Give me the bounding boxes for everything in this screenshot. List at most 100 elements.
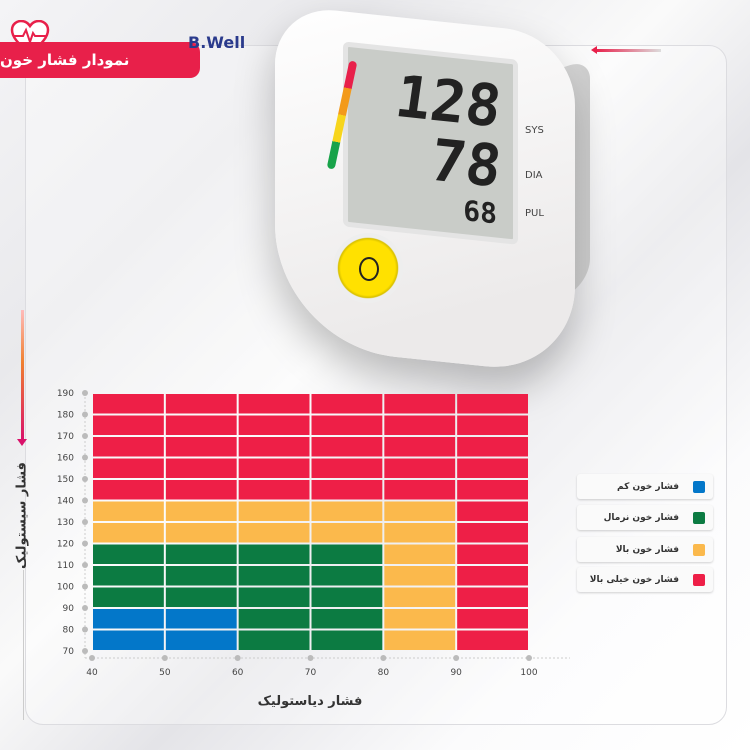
cell-high <box>238 523 310 543</box>
y-tick-label: 70 <box>63 647 75 657</box>
cell-high <box>165 501 237 521</box>
cell-high <box>165 523 237 543</box>
legend-label: فشار خون بالا <box>615 544 679 555</box>
y-tick-label: 120 <box>57 540 74 550</box>
cell-very_high <box>457 566 528 586</box>
cell-normal <box>93 544 164 564</box>
x-tick-label: 80 <box>378 668 390 678</box>
cell-very_high <box>93 458 164 478</box>
page-title: نمودار فشار خون <box>0 42 200 78</box>
x-tick-label: 40 <box>86 668 98 678</box>
legend-swatch <box>693 543 705 556</box>
x-tick-label: 100 <box>520 668 537 678</box>
cell-normal <box>238 587 310 607</box>
cell-normal <box>238 566 310 586</box>
sys-label: SYS <box>525 125 544 136</box>
cell-normal <box>93 566 164 586</box>
cell-very_high <box>457 394 528 414</box>
cell-very_high <box>457 458 528 478</box>
cell-high <box>384 566 456 586</box>
cell-very_high <box>165 458 237 478</box>
cell-very_high <box>311 458 383 478</box>
power-button <box>333 233 403 303</box>
cell-high <box>384 501 456 521</box>
cell-normal <box>311 609 383 629</box>
cell-very_high <box>311 394 383 414</box>
y-tick-label: 90 <box>63 604 75 614</box>
cell-high <box>311 523 383 543</box>
device-brand: B.Well <box>188 33 246 52</box>
cell-very_high <box>165 480 237 500</box>
cell-normal <box>165 587 237 607</box>
legend-swatch <box>693 480 705 493</box>
cell-very_high <box>457 501 528 521</box>
y-tick-dot <box>82 519 88 525</box>
cell-very_high <box>457 630 528 650</box>
y-tick-dot <box>82 562 88 568</box>
legend-label: فشار خون کم <box>617 481 679 492</box>
x-tick-dot <box>161 655 168 661</box>
cell-normal <box>238 609 310 629</box>
y-tick-label: 170 <box>57 432 74 442</box>
cell-normal <box>311 630 383 650</box>
cell-high <box>384 587 456 607</box>
cell-normal <box>311 566 383 586</box>
legend-label: فشار خون نرمال <box>603 512 679 523</box>
legend-item-low: فشار خون کم <box>577 474 713 499</box>
divider <box>23 570 24 720</box>
y-tick-dot <box>82 390 88 396</box>
cell-very_high <box>93 480 164 500</box>
cell-high <box>384 544 456 564</box>
y-tick-label: 130 <box>57 518 74 528</box>
x-tick-dot <box>526 655 532 661</box>
cell-very_high <box>311 415 383 435</box>
cell-low <box>93 630 164 650</box>
x-tick-dot <box>453 655 460 661</box>
y-tick-dot <box>82 497 88 504</box>
x-tick-dot <box>89 655 95 661</box>
cell-normal <box>238 630 310 650</box>
y-tick-label: 180 <box>57 411 74 421</box>
x-tick-dot <box>307 655 314 661</box>
y-tick-label: 150 <box>57 475 74 485</box>
x-tick-label: 50 <box>159 668 171 678</box>
cell-very_high <box>457 437 528 457</box>
cell-very_high <box>238 480 310 500</box>
legend-swatch <box>693 511 705 524</box>
cell-normal <box>93 587 164 607</box>
cell-very_high <box>165 394 237 414</box>
cell-very_high <box>457 523 528 543</box>
x-tick-dot <box>234 655 241 661</box>
cell-very_high <box>457 587 528 607</box>
cell-very_high <box>311 480 383 500</box>
cell-very_high <box>93 415 164 435</box>
x-tick-label: 60 <box>232 668 244 678</box>
cell-normal <box>165 544 237 564</box>
y-tick-dot <box>82 411 88 418</box>
cell-low <box>93 609 164 629</box>
cell-high <box>384 609 456 629</box>
pul-label: PUL <box>525 208 544 219</box>
y-tick-dot <box>82 476 88 482</box>
cell-normal <box>311 544 383 564</box>
cell-high <box>238 501 310 521</box>
cell-very_high <box>238 394 310 414</box>
cell-very_high <box>165 437 237 457</box>
cell-high <box>93 501 164 521</box>
cell-normal <box>165 566 237 586</box>
legend-item-high: فشار خون بالا <box>577 537 713 562</box>
cell-very_high <box>311 437 383 457</box>
arrow-down-icon <box>17 310 27 446</box>
cell-very_high <box>384 437 456 457</box>
y-tick-dot <box>82 583 88 590</box>
x-axis-title: فشار دیاستولیک <box>257 694 363 709</box>
y-tick-label: 110 <box>57 561 74 571</box>
cell-high <box>311 501 383 521</box>
x-tick-label: 70 <box>305 668 317 678</box>
y-tick-dot <box>82 454 88 461</box>
cell-low <box>165 630 237 650</box>
arrow-left-icon <box>591 46 661 54</box>
legend-item-normal: فشار خون نرمال <box>577 505 713 530</box>
legend-item-very_high: فشار خون خیلی بالا <box>577 567 713 592</box>
cell-very_high <box>457 480 528 500</box>
